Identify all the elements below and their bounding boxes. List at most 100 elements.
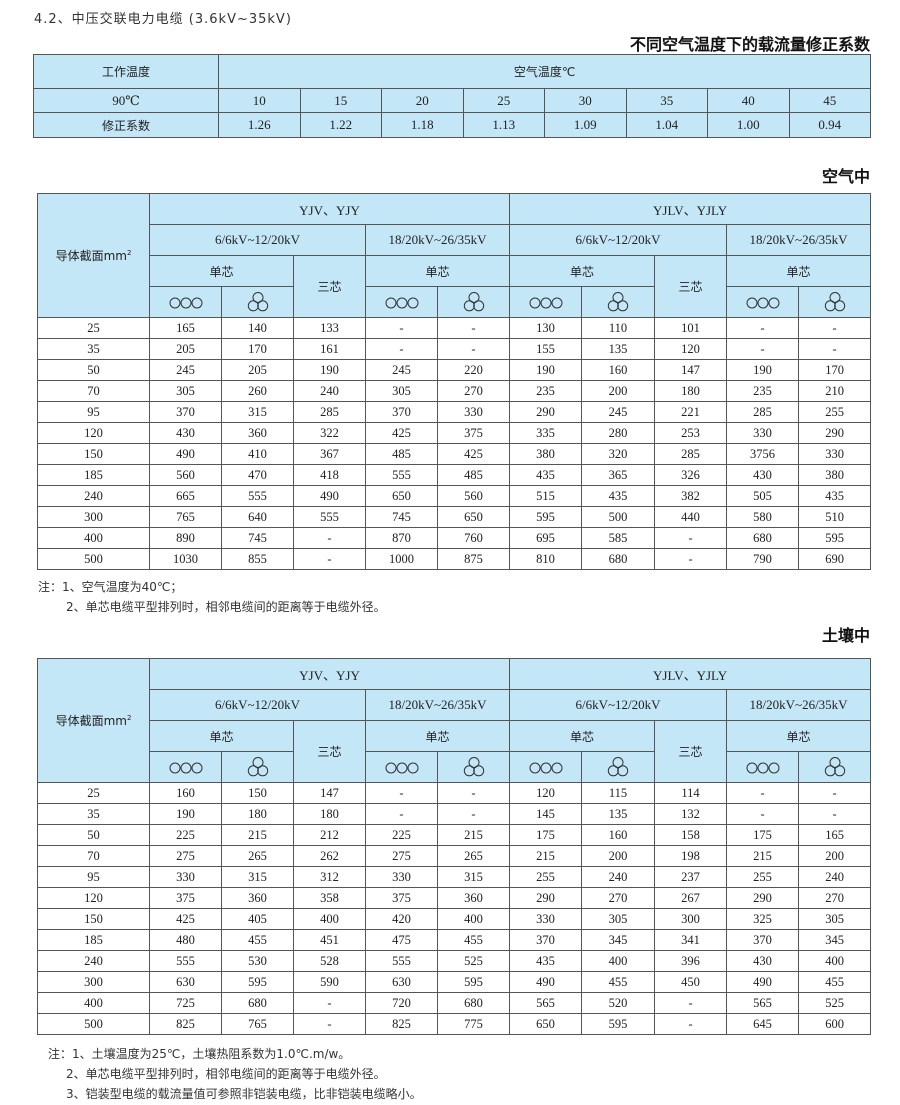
ampacity-cell: 600 xyxy=(798,1013,872,1035)
ampacity-cell: 790 xyxy=(726,548,800,570)
ampacity-cell: - xyxy=(365,317,438,339)
ampacity-cell: - xyxy=(436,338,511,360)
ampacity-cell: 255 xyxy=(509,866,583,888)
group-yjlv-header: YJLV、YJLY xyxy=(509,193,872,225)
table-row: 70 275 265 262 275 265 215 200 198 215 200 xyxy=(37,845,872,867)
ampacity-cell: - xyxy=(654,1013,728,1035)
ampacity-cell: - xyxy=(798,782,872,804)
ampacity-cell: 435 xyxy=(509,950,583,972)
ampacity-cell: 132 xyxy=(654,803,728,825)
ampacity-cell: 200 xyxy=(798,845,872,867)
conductor-size-cell: 240 xyxy=(37,485,150,507)
ampacity-cell: 120 xyxy=(509,782,583,804)
air-temp-cell: 10 xyxy=(218,88,301,113)
ampacity-cell: 430 xyxy=(149,422,222,444)
ampacity-cell: 370 xyxy=(365,401,438,423)
air-temp-header: 空气温度℃ xyxy=(217,54,872,89)
ampacity-cell: 435 xyxy=(581,485,656,507)
ampacity-cell: - xyxy=(798,338,872,360)
ampacity-cell: 212 xyxy=(293,824,366,846)
group-yjv-header: YJV、YJY xyxy=(148,658,511,690)
ampacity-cell: 326 xyxy=(654,464,728,486)
ampacity-cell: 245 xyxy=(365,359,438,381)
ampacity-cell: 451 xyxy=(293,929,366,951)
ampacity-cell: - xyxy=(436,782,511,804)
ampacity-cell: 3756 xyxy=(726,443,800,465)
three-circles-flat-icon xyxy=(168,759,204,774)
ampacity-cell: 870 xyxy=(365,527,438,549)
ampacity-cell: 645 xyxy=(726,1013,800,1035)
ampacity-cell: 890 xyxy=(149,527,222,549)
ampacity-cell: 380 xyxy=(509,443,583,465)
ampacity-cell: 240 xyxy=(798,866,872,888)
voltage-low-header: 6/6kV~12/20kV xyxy=(509,224,728,256)
ampacity-cell: - xyxy=(365,782,438,804)
air-temp-cell: 45 xyxy=(788,88,872,113)
factor-cell: 1.09 xyxy=(544,112,627,138)
ampacity-cell: 253 xyxy=(654,422,728,444)
ampacity-cell: 198 xyxy=(654,845,728,867)
ampacity-cell: 300 xyxy=(654,908,728,930)
ampacity-cell: 110 xyxy=(581,317,656,339)
ampacity-cell: 245 xyxy=(581,401,656,423)
factor-label: 修正系数 xyxy=(33,112,219,138)
ampacity-cell: 305 xyxy=(149,380,222,402)
arrangement-header xyxy=(149,751,222,783)
ampacity-cell: 420 xyxy=(365,908,438,930)
ampacity-cell: 130 xyxy=(509,317,583,339)
conductor-size-cell: 50 xyxy=(37,359,150,381)
ampacity-cell: 382 xyxy=(654,485,728,507)
single-core-header: 单芯 xyxy=(149,255,294,287)
ampacity-cell: 147 xyxy=(654,359,728,381)
conductor-size-cell: 300 xyxy=(37,506,150,528)
ampacity-cell: 745 xyxy=(365,506,438,528)
arrangement-header xyxy=(798,286,872,318)
arrangement-header xyxy=(365,751,438,783)
single-core-header: 单芯 xyxy=(509,255,656,287)
ampacity-cell: 285 xyxy=(726,401,800,423)
ampacity-cell: 205 xyxy=(149,338,222,360)
ampacity-cell: 410 xyxy=(221,443,294,465)
table-row: 120 375 360 358 375 360 290 270 267 290 270 xyxy=(37,887,872,909)
air-temp-cell: 25 xyxy=(462,88,545,113)
arrangement-header xyxy=(365,286,438,318)
ampacity-cell: 455 xyxy=(581,971,656,993)
ampacity-cell: 161 xyxy=(293,338,366,360)
conductor-size-cell: 70 xyxy=(37,845,150,867)
ampacity-cell: - xyxy=(293,1013,366,1035)
air-temp-cell: 35 xyxy=(625,88,708,113)
single-core-header: 单芯 xyxy=(726,255,872,287)
conductor-size-cell: 240 xyxy=(37,950,150,972)
ampacity-cell: 515 xyxy=(509,485,583,507)
factor-cell: 1.22 xyxy=(299,112,382,138)
document-title: 4.2、中压交联电力电缆 (3.6kV~35kV) xyxy=(34,12,292,27)
ampacity-cell: 580 xyxy=(726,506,800,528)
voltage-high-header: 18/20kV~26/35kV xyxy=(364,224,511,256)
ampacity-cell: 760 xyxy=(436,527,511,549)
ampacity-cell: 810 xyxy=(509,548,583,570)
ampacity-cell: - xyxy=(726,782,800,804)
table-row: 95 330 315 312 330 315 255 240 237 255 240 xyxy=(37,866,872,888)
three-core-header: 三芯 xyxy=(293,720,366,783)
conductor-size-cell: 500 xyxy=(37,1013,150,1035)
ampacity-cell: 585 xyxy=(581,527,656,549)
ampacity-cell: 490 xyxy=(293,485,366,507)
voltage-high-header: 18/20kV~26/35kV xyxy=(364,689,511,721)
ampacity-cell: 510 xyxy=(798,506,872,528)
ampacity-cell: 240 xyxy=(581,866,656,888)
air-note-1: 注：1、空气温度为40℃； xyxy=(38,580,183,594)
three-circles-trefoil-icon xyxy=(247,757,269,777)
ampacity-cell: 530 xyxy=(221,950,294,972)
ampacity-cell: 165 xyxy=(798,824,872,846)
ampacity-cell: 560 xyxy=(436,485,511,507)
three-circles-trefoil-icon xyxy=(607,757,629,777)
ampacity-cell: 500 xyxy=(581,506,656,528)
three-circles-flat-icon xyxy=(384,294,420,309)
ampacity-cell: 345 xyxy=(798,929,872,951)
arrangement-header xyxy=(581,751,656,783)
conductor-unit-sup: 2 xyxy=(126,249,132,257)
ampacity-cell: 400 xyxy=(293,908,366,930)
ampacity-cell: 440 xyxy=(654,506,728,528)
conductor-size-cell: 25 xyxy=(37,317,150,339)
ampacity-cell: 695 xyxy=(509,527,583,549)
